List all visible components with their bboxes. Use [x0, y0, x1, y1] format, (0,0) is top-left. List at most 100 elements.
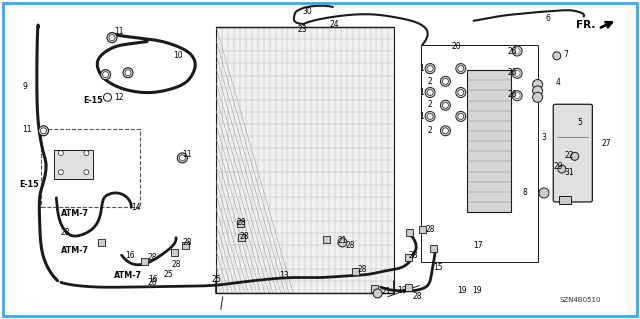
- Text: 11: 11: [114, 27, 124, 36]
- Text: 9: 9: [22, 82, 28, 91]
- Text: 19: 19: [458, 286, 467, 295]
- Circle shape: [338, 238, 347, 247]
- Text: 26: 26: [508, 90, 517, 99]
- Circle shape: [38, 126, 49, 136]
- Circle shape: [539, 188, 549, 198]
- Text: 11: 11: [22, 125, 32, 134]
- Bar: [352, 268, 358, 275]
- Text: 8: 8: [523, 188, 527, 197]
- Bar: [559, 196, 571, 204]
- Text: 1: 1: [419, 88, 424, 97]
- Text: 7: 7: [563, 50, 568, 59]
- Circle shape: [440, 76, 451, 86]
- Circle shape: [109, 35, 115, 41]
- Circle shape: [177, 153, 188, 163]
- Text: 29: 29: [554, 162, 563, 171]
- Text: SZN4B0510: SZN4B0510: [560, 298, 602, 303]
- Text: ATM-7: ATM-7: [61, 246, 89, 255]
- Text: 27: 27: [602, 139, 611, 148]
- Text: 28: 28: [172, 260, 181, 269]
- Circle shape: [553, 52, 561, 60]
- Bar: [171, 249, 177, 256]
- Circle shape: [123, 68, 133, 78]
- Bar: [41, 129, 140, 207]
- Circle shape: [104, 93, 111, 101]
- Text: 10: 10: [173, 51, 182, 60]
- Circle shape: [425, 87, 435, 98]
- Circle shape: [84, 170, 89, 175]
- Text: 12: 12: [114, 93, 124, 102]
- Bar: [406, 229, 413, 236]
- Circle shape: [571, 152, 579, 160]
- Text: 30: 30: [302, 7, 312, 16]
- Circle shape: [458, 90, 464, 95]
- Text: 19: 19: [472, 286, 482, 295]
- Circle shape: [532, 86, 543, 96]
- Circle shape: [458, 114, 464, 119]
- Text: 24: 24: [330, 20, 339, 29]
- Circle shape: [456, 63, 466, 74]
- Text: 4: 4: [556, 78, 561, 87]
- Text: 21: 21: [338, 236, 348, 245]
- Bar: [467, 70, 511, 212]
- Text: 28: 28: [240, 232, 250, 241]
- Text: 28: 28: [237, 218, 246, 227]
- Bar: [371, 285, 378, 292]
- Circle shape: [425, 111, 435, 122]
- Circle shape: [125, 70, 131, 76]
- Text: 1: 1: [419, 112, 424, 121]
- Bar: [141, 258, 147, 265]
- Bar: [216, 27, 394, 293]
- Circle shape: [514, 93, 520, 99]
- Circle shape: [558, 165, 566, 173]
- Text: FR.: FR.: [576, 20, 595, 30]
- Bar: [239, 234, 245, 241]
- Text: 3: 3: [541, 133, 547, 142]
- Bar: [182, 242, 189, 249]
- Circle shape: [456, 87, 466, 98]
- Circle shape: [427, 90, 433, 95]
- Circle shape: [532, 79, 543, 90]
- Circle shape: [179, 155, 186, 161]
- Text: 6: 6: [545, 14, 550, 23]
- Circle shape: [442, 128, 449, 134]
- Circle shape: [440, 126, 451, 136]
- Text: 16: 16: [125, 251, 134, 260]
- Text: 1: 1: [419, 64, 424, 73]
- Text: 28: 28: [408, 251, 418, 260]
- Text: ATM-7: ATM-7: [61, 209, 89, 218]
- Text: 5: 5: [577, 118, 582, 127]
- Bar: [406, 284, 412, 291]
- Circle shape: [427, 66, 433, 71]
- Text: 28: 28: [147, 278, 157, 287]
- Text: 18: 18: [397, 286, 406, 295]
- Bar: [98, 239, 104, 246]
- Circle shape: [427, 114, 433, 119]
- Text: 14: 14: [131, 203, 141, 212]
- Circle shape: [442, 78, 449, 84]
- Text: 25: 25: [211, 275, 221, 284]
- Text: 28: 28: [346, 241, 355, 250]
- Text: 22: 22: [564, 151, 574, 160]
- Circle shape: [58, 170, 63, 175]
- Text: 13: 13: [280, 271, 289, 280]
- Bar: [405, 254, 412, 261]
- Text: 25: 25: [163, 270, 173, 279]
- Circle shape: [532, 92, 543, 102]
- Text: E-15: E-15: [19, 180, 39, 189]
- Bar: [237, 220, 243, 227]
- Circle shape: [514, 70, 520, 76]
- Polygon shape: [54, 150, 93, 179]
- Bar: [419, 226, 426, 233]
- Bar: [323, 236, 330, 243]
- Text: 2: 2: [428, 100, 432, 109]
- Text: 23: 23: [298, 25, 307, 34]
- Text: 28: 28: [413, 292, 422, 301]
- Text: ATM-7: ATM-7: [114, 271, 142, 280]
- Circle shape: [512, 91, 522, 101]
- Circle shape: [512, 68, 522, 78]
- Circle shape: [107, 33, 117, 43]
- Circle shape: [373, 289, 382, 298]
- Text: 11: 11: [182, 150, 192, 159]
- Circle shape: [456, 111, 466, 122]
